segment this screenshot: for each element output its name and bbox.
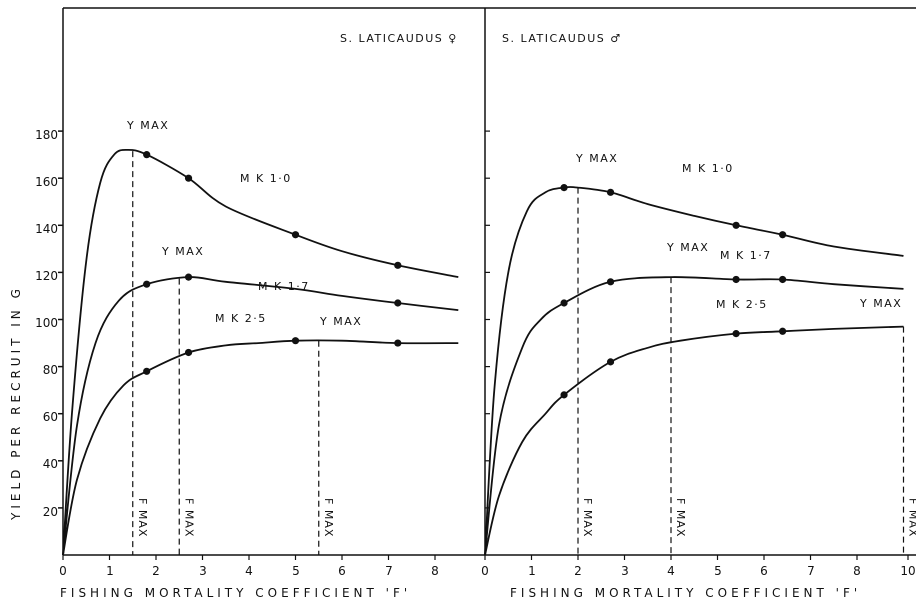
y-axis-title: YIELD PER RECRUIT IN G — [9, 285, 23, 521]
series-label: M K 1·7 — [720, 249, 772, 262]
x-axis-title-right: FISHING MORTALITY COEFFICIENT 'F' — [510, 586, 861, 600]
x-tick-label: 10 — [900, 564, 915, 578]
x-tick-label: 7 — [385, 564, 393, 578]
data-point — [779, 327, 787, 335]
data-point — [606, 278, 615, 286]
fmax-label: F MAX — [136, 498, 149, 537]
fmax-label: F MAX — [322, 498, 335, 537]
y-tick-label: 180 — [35, 128, 58, 142]
series-label: M K 1·7 — [258, 280, 310, 293]
data-point — [143, 280, 151, 288]
data-point — [291, 231, 300, 239]
data-point — [560, 299, 568, 307]
fmax-label: F MAX — [182, 498, 195, 537]
y-tick-label: 100 — [35, 316, 58, 330]
data-point — [732, 330, 740, 338]
y-tick-labels: 20 40 60 80 100 120 140 160 180 — [35, 128, 58, 519]
right-x-tick-labels: 0 1 2 3 4 5 6 7 8 10 — [481, 564, 915, 578]
left-x-tick-labels: 0 1 2 3 4 5 6 7 8 — [59, 564, 439, 578]
data-point — [732, 275, 740, 284]
y-tick-label: 120 — [35, 269, 58, 283]
data-point — [143, 151, 151, 159]
series-label: M K 2·5 — [215, 312, 267, 325]
ymax-label: Y MAX — [161, 245, 204, 258]
ymax-label: Y MAX — [666, 241, 709, 254]
data-point — [560, 391, 568, 399]
series-label: M K 1·0 — [240, 172, 292, 185]
series-line — [62, 148, 459, 556]
x-axis-title-left: FISHING MORTALITY COEFFICIENT 'F' — [60, 586, 411, 600]
x-tick-label: 7 — [807, 564, 815, 578]
data-point — [184, 174, 193, 182]
right-panel-title: S. LATICAUDUS ♂ — [502, 32, 622, 45]
x-tick-label: 1 — [106, 564, 114, 578]
fmax-label: F MAX — [674, 498, 687, 537]
x-tick-label: 1 — [528, 564, 536, 578]
plot-layer: M K 1·0 Y MAX F MAX M K 1·7 Y MAX F MAX M K 2·… — [58, 119, 916, 560]
ymax-label: Y MAX — [575, 152, 618, 165]
y-tick-label: 20 — [43, 505, 58, 519]
ymax-label: Y MAX — [319, 315, 362, 328]
y-tick-label: 60 — [43, 410, 58, 424]
data-point — [184, 273, 193, 281]
x-tick-label: 3 — [199, 564, 207, 578]
data-point — [184, 348, 193, 357]
data-point — [143, 367, 151, 375]
data-point — [560, 184, 568, 192]
data-point — [394, 261, 402, 269]
x-tick-label: 5 — [714, 564, 722, 578]
fmax-label: F MAX — [581, 498, 594, 537]
y-tick-label: 80 — [43, 363, 58, 377]
x-tick-label: 0 — [59, 564, 67, 578]
x-tick-label: 3 — [621, 564, 629, 578]
x-tick-label: 6 — [760, 564, 768, 578]
data-point — [732, 221, 740, 229]
fmax-label: F MAX — [907, 498, 916, 537]
x-tick-label: 8 — [431, 564, 439, 578]
x-tick-label: 8 — [853, 564, 861, 578]
data-point — [394, 339, 402, 347]
series-line — [62, 339, 459, 556]
x-tick-label: 4 — [667, 564, 675, 578]
x-tick-label: 6 — [338, 564, 346, 578]
series-line — [484, 186, 904, 556]
series-label: M K 2·5 — [716, 298, 768, 311]
y-tick-label: 40 — [43, 457, 58, 471]
series-line — [62, 276, 459, 556]
series-line — [484, 325, 904, 556]
left-panel-title: S. LATICAUDUS ♀ — [340, 32, 458, 45]
x-tick-label: 2 — [574, 564, 582, 578]
data-point — [291, 337, 300, 345]
series-label: M K 1·0 — [682, 162, 734, 175]
x-tick-label: 5 — [292, 564, 300, 578]
x-tick-label: 0 — [481, 564, 489, 578]
series-line — [484, 276, 904, 556]
data-point — [779, 231, 787, 239]
data-point — [779, 275, 787, 284]
y-tick-label: 160 — [35, 175, 58, 189]
x-tick-label: 4 — [245, 564, 253, 578]
data-point — [394, 299, 402, 307]
y-tick-label: 140 — [35, 222, 58, 236]
ymax-label: Y MAX — [126, 119, 169, 132]
ymax-label: Y MAX — [859, 297, 902, 310]
x-tick-label: 2 — [152, 564, 160, 578]
data-point — [606, 358, 615, 366]
data-point — [606, 188, 615, 196]
